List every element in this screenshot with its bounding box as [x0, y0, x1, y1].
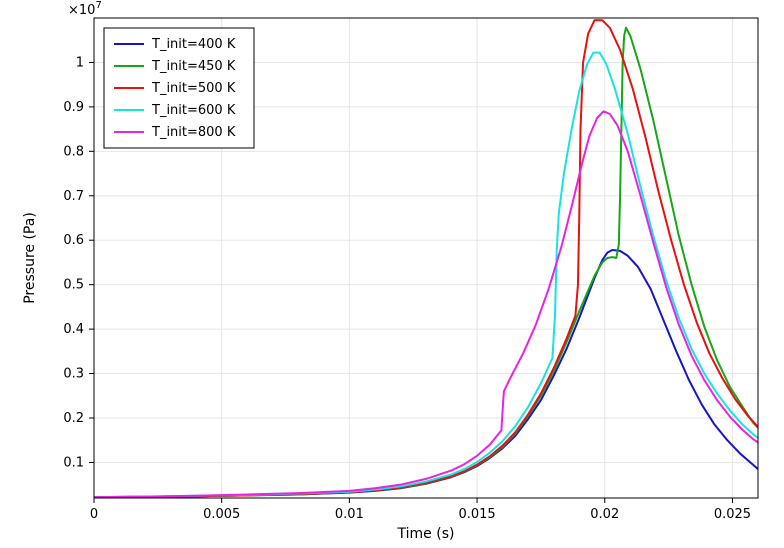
y-tick-label: 0.2 — [63, 411, 84, 426]
x-tick-label: 0.015 — [458, 507, 495, 522]
y-tick-label: 0.6 — [63, 233, 84, 248]
x-tick-label: 0.005 — [203, 507, 240, 522]
pressure-time-chart: 0 0.005 0.01 0.015 0.02 0.025 0.1 0.2 0.3 0.4 0.5 0… — [0, 0, 784, 548]
legend-label: T_init=500 K — [151, 81, 236, 96]
y-tick-label: 0.7 — [63, 189, 84, 204]
x-tick-label: 0.02 — [590, 507, 619, 522]
x-tick-label: 0 — [90, 507, 98, 522]
y-tick-label: 0.5 — [63, 278, 84, 293]
x-tick-label: 0.025 — [714, 507, 751, 522]
y-tick-label: 1 — [76, 55, 84, 70]
y-tick-label: 0.9 — [63, 100, 84, 115]
legend-label: T_init=450 K — [151, 59, 236, 74]
legend-label: T_init=600 K — [151, 103, 236, 118]
legend-label: T_init=400 K — [151, 37, 236, 52]
y-axis-label: Pressure (Pa) — [22, 212, 38, 304]
y-tick-label: 0.3 — [63, 367, 84, 382]
y-tick-label: 0.4 — [63, 322, 84, 337]
y-tick-label: 0.1 — [63, 455, 84, 470]
x-tick-label: 0.01 — [335, 507, 364, 522]
legend: T_init=400 K T_init=450 K T_init=500 K T_in… — [104, 28, 254, 148]
x-axis-label: Time (s) — [397, 526, 455, 542]
legend-label: T_init=800 K — [151, 125, 236, 140]
y-tick-label: 0.8 — [63, 144, 84, 159]
